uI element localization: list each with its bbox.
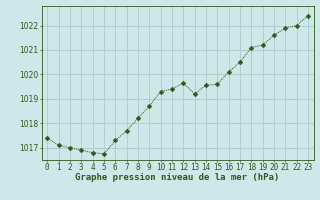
X-axis label: Graphe pression niveau de la mer (hPa): Graphe pression niveau de la mer (hPa) <box>76 173 280 182</box>
